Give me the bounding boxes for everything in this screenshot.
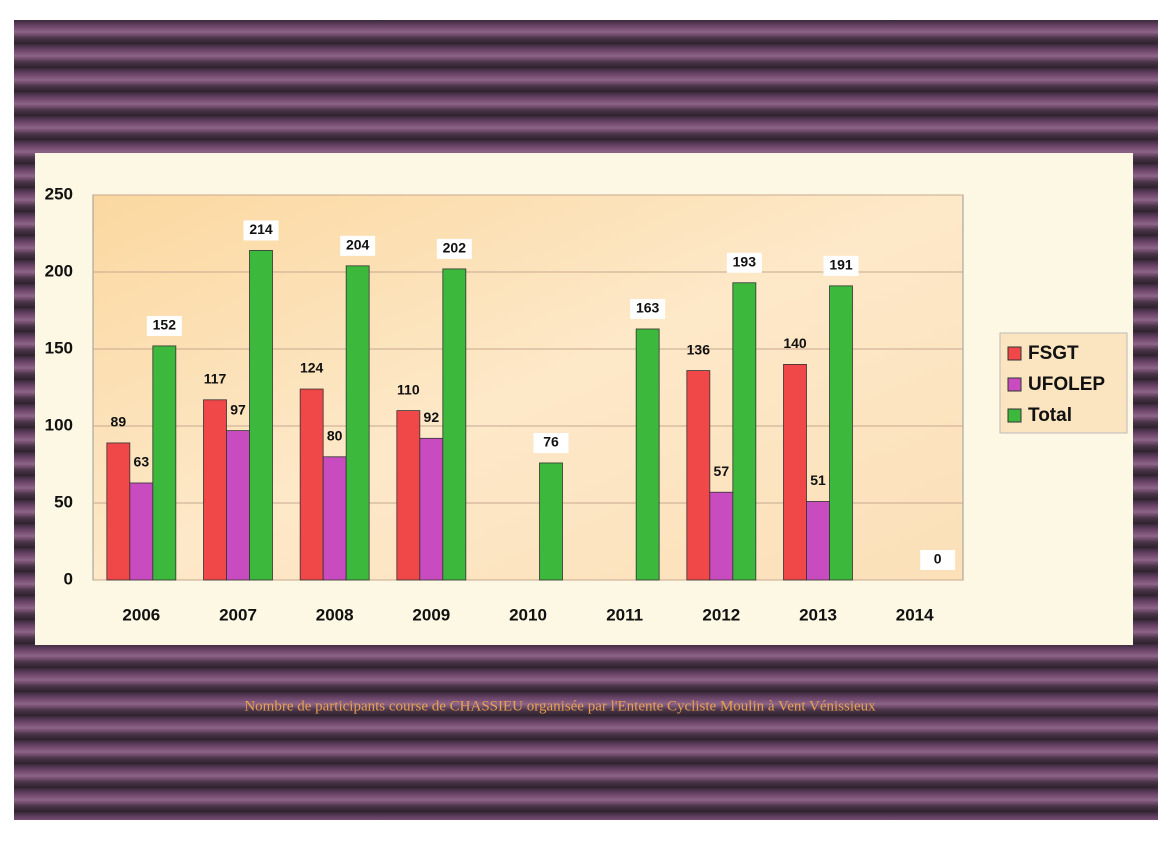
value-label: 76: [543, 434, 559, 450]
value-label: 163: [636, 300, 660, 316]
value-label: 92: [424, 409, 440, 425]
value-label: 140: [783, 335, 807, 351]
bar: [152, 345, 177, 581]
legend-swatch: [1007, 377, 1022, 392]
bar: [203, 399, 227, 581]
legend-label: FSGT: [1028, 343, 1079, 364]
value-label: 80: [327, 428, 343, 444]
x-tick-label: 2014: [896, 605, 934, 624]
y-tick-label: 150: [45, 338, 73, 357]
bar: [686, 370, 711, 581]
value-label: 214: [249, 221, 273, 237]
value-label: 202: [443, 240, 467, 256]
label-box: [533, 432, 569, 453]
bar: [442, 268, 467, 581]
legend-label: Total: [1028, 405, 1072, 426]
bar: [396, 410, 421, 581]
bar: [829, 285, 853, 581]
label-box: [243, 220, 279, 241]
x-tick-label: 2013: [799, 605, 837, 624]
x-tick-label: 2006: [122, 605, 160, 624]
x-tick-label: 2008: [316, 605, 354, 624]
value-label: 89: [111, 414, 127, 430]
bar: [322, 456, 347, 581]
x-tick-label: 2010: [509, 605, 547, 624]
value-label: 97: [230, 401, 246, 417]
value-label: 191: [829, 257, 853, 273]
x-tick-label: 2012: [702, 605, 740, 624]
value-label: 63: [134, 454, 150, 470]
value-label: 57: [714, 463, 730, 479]
bar: [783, 363, 807, 581]
value-label: 110: [397, 381, 420, 397]
bar: [635, 328, 660, 581]
bar: [806, 501, 830, 581]
value-label: 0: [934, 551, 942, 567]
y-tick-label: 200: [45, 261, 73, 280]
y-tick-label: 250: [45, 184, 73, 203]
bar: [226, 430, 250, 581]
value-label: 51: [810, 472, 826, 488]
x-tick-label: 2009: [412, 605, 450, 624]
legend-swatch: [1007, 346, 1022, 361]
label-box: [436, 238, 472, 259]
bar: [345, 265, 370, 581]
bar: [299, 388, 324, 581]
label-box: [630, 298, 666, 319]
bar: [709, 491, 734, 581]
value-label: 124: [300, 360, 324, 376]
y-tick-label: 50: [54, 492, 73, 511]
value-label: 136: [687, 341, 711, 357]
legend-swatch: [1007, 408, 1022, 423]
value-label: 193: [733, 253, 757, 269]
bar: [106, 442, 131, 581]
bar: [732, 282, 757, 581]
label-box: [146, 315, 182, 336]
value-label: 117: [204, 371, 227, 387]
x-tick-label: 2011: [606, 605, 643, 624]
label-box: [726, 252, 762, 273]
y-tick-label: 100: [45, 415, 73, 434]
bar: [249, 250, 273, 581]
bar: [129, 482, 154, 581]
label-box: [920, 550, 956, 570]
value-label: 204: [346, 237, 370, 253]
label-box: [340, 235, 376, 256]
value-label: 152: [153, 317, 177, 333]
label-box: [823, 255, 859, 276]
y-tick-label: 0: [64, 569, 73, 588]
caption: Nombre de participants course de CHASSIE…: [244, 698, 876, 714]
bar: [419, 437, 444, 581]
x-tick-label: 2007: [219, 605, 257, 624]
bar: [539, 462, 563, 581]
legend-label: UFOLEP: [1028, 374, 1105, 395]
